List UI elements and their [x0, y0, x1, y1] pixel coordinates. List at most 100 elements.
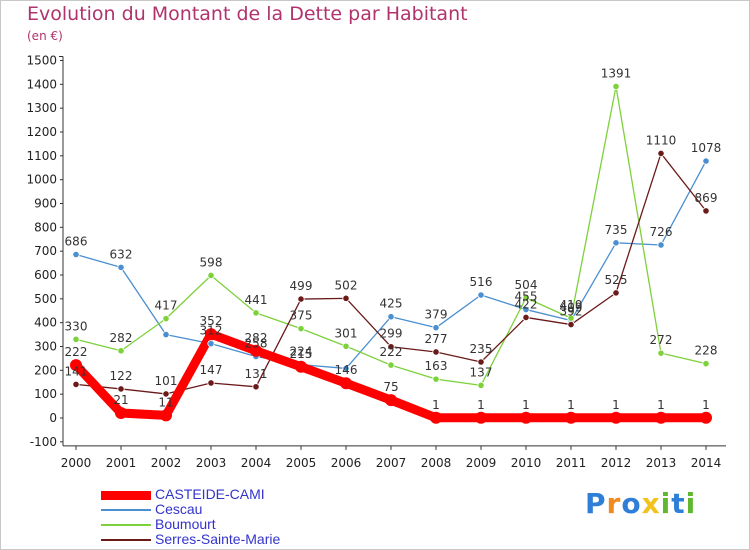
legend-swatch [101, 524, 151, 526]
series-point-3 [477, 358, 485, 366]
series-point-1 [117, 263, 125, 271]
y-tick-label: 200 [34, 363, 57, 377]
x-tick-label: 2001 [106, 456, 137, 470]
series-point-3 [702, 207, 710, 215]
series-point-0 [70, 359, 82, 372]
series-point-2 [117, 347, 125, 355]
series-point-1 [207, 340, 215, 348]
series-point-0 [475, 411, 487, 424]
x-tick-label: 2004 [241, 456, 272, 470]
logo-letter: x [641, 487, 661, 520]
data-label-1: 425 [380, 297, 403, 311]
series-point-2 [207, 271, 215, 280]
legend-label: Serres-Sainte-Marie [155, 531, 281, 547]
data-label-3: 392 [560, 305, 583, 319]
proxiti-logo: Proxiti [585, 487, 696, 520]
legend-swatch [101, 490, 151, 500]
data-label-0: 21 [113, 393, 128, 407]
logo-letter: i [685, 487, 697, 520]
data-label-3: 277 [425, 332, 448, 346]
y-tick-label: 500 [34, 292, 57, 306]
y-tick-label: 1100 [26, 149, 57, 163]
legend-swatch [101, 539, 151, 541]
data-label-2: 375 [290, 309, 313, 323]
data-label-2: 163 [425, 359, 448, 373]
data-label-3: 1110 [646, 133, 677, 147]
y-tick-label: 1300 [26, 101, 57, 115]
data-label-2: 1391 [601, 66, 632, 80]
x-tick-label: 2006 [331, 456, 362, 470]
series-point-0 [115, 406, 127, 419]
y-tick-label: 0 [49, 411, 57, 425]
series-point-1 [342, 364, 350, 373]
series-point-0 [385, 394, 397, 407]
data-label-2: 272 [650, 333, 673, 347]
y-tick-label: 700 [34, 244, 57, 258]
legend-label: Cescau [155, 501, 203, 517]
legend-label: CASTEIDE-CAMI [155, 486, 265, 502]
series-point-2 [522, 294, 530, 302]
data-label-2: 222 [380, 345, 403, 359]
x-tick-label: 2007 [376, 456, 407, 470]
series-point-2 [432, 375, 440, 383]
data-label-2: 504 [515, 278, 538, 292]
series-point-3 [612, 289, 620, 297]
x-tick-label: 2010 [511, 456, 542, 470]
series-point-2 [297, 325, 305, 333]
data-label-3: 422 [515, 297, 538, 311]
series-point-0 [430, 411, 442, 424]
data-label-2: 598 [200, 255, 223, 269]
data-label-2: 228 [695, 344, 718, 358]
data-label-0: 11 [158, 395, 173, 409]
series-point-3 [162, 390, 170, 398]
data-label-3: 499 [290, 279, 313, 293]
data-label-1: 686 [65, 235, 88, 249]
series-point-3 [252, 383, 260, 391]
series-point-0 [340, 377, 352, 390]
data-label-1: 1078 [691, 141, 722, 155]
series-point-1 [162, 330, 170, 339]
x-tick-label: 2011 [556, 456, 587, 470]
data-label-2: 417 [155, 299, 178, 313]
series-point-3 [207, 379, 215, 387]
y-tick-label: 1200 [26, 125, 57, 139]
series-point-0 [205, 328, 217, 341]
data-label-3: 299 [380, 327, 403, 341]
logo-letter: i [660, 487, 672, 520]
series-point-1 [702, 157, 710, 165]
series-point-2 [72, 335, 80, 343]
y-tick-label: 600 [34, 268, 57, 282]
series-point-1 [72, 250, 80, 259]
series-point-0 [565, 411, 577, 424]
series-point-3 [567, 320, 575, 329]
series-point-2 [162, 315, 170, 323]
data-label-0: 1 [432, 398, 440, 412]
data-label-1: 409 [560, 301, 583, 315]
series-point-0 [250, 344, 262, 357]
series-point-1 [657, 241, 665, 249]
series-point-0 [655, 411, 667, 424]
data-label-3: 122 [110, 369, 133, 383]
legend-label: Boumourt [155, 516, 216, 532]
data-label-1: 224 [290, 345, 313, 359]
data-label-0: 352 [200, 314, 223, 328]
x-tick-label: 2014 [691, 456, 722, 470]
y-tick-label: 1400 [26, 77, 57, 91]
series-point-0 [160, 409, 172, 422]
data-label-0: 146 [335, 363, 358, 377]
y-tick-label: 100 [34, 387, 57, 401]
chart-title: Evolution du Montant de la Dette par Hab… [27, 3, 468, 25]
series-point-1 [477, 291, 485, 299]
y-tick-label: 1500 [26, 54, 57, 68]
data-label-3: 235 [470, 342, 493, 356]
series-point-1 [432, 324, 440, 332]
x-tick-label: 2005 [286, 456, 317, 470]
y-tick-label: 800 [34, 220, 57, 234]
data-label-2: 441 [245, 293, 268, 307]
chart-subtitle: (en €) [27, 29, 63, 43]
x-tick-label: 2000 [61, 456, 92, 470]
series-point-2 [342, 342, 350, 350]
series-point-2 [387, 361, 395, 369]
data-label-0: 222 [65, 345, 88, 359]
